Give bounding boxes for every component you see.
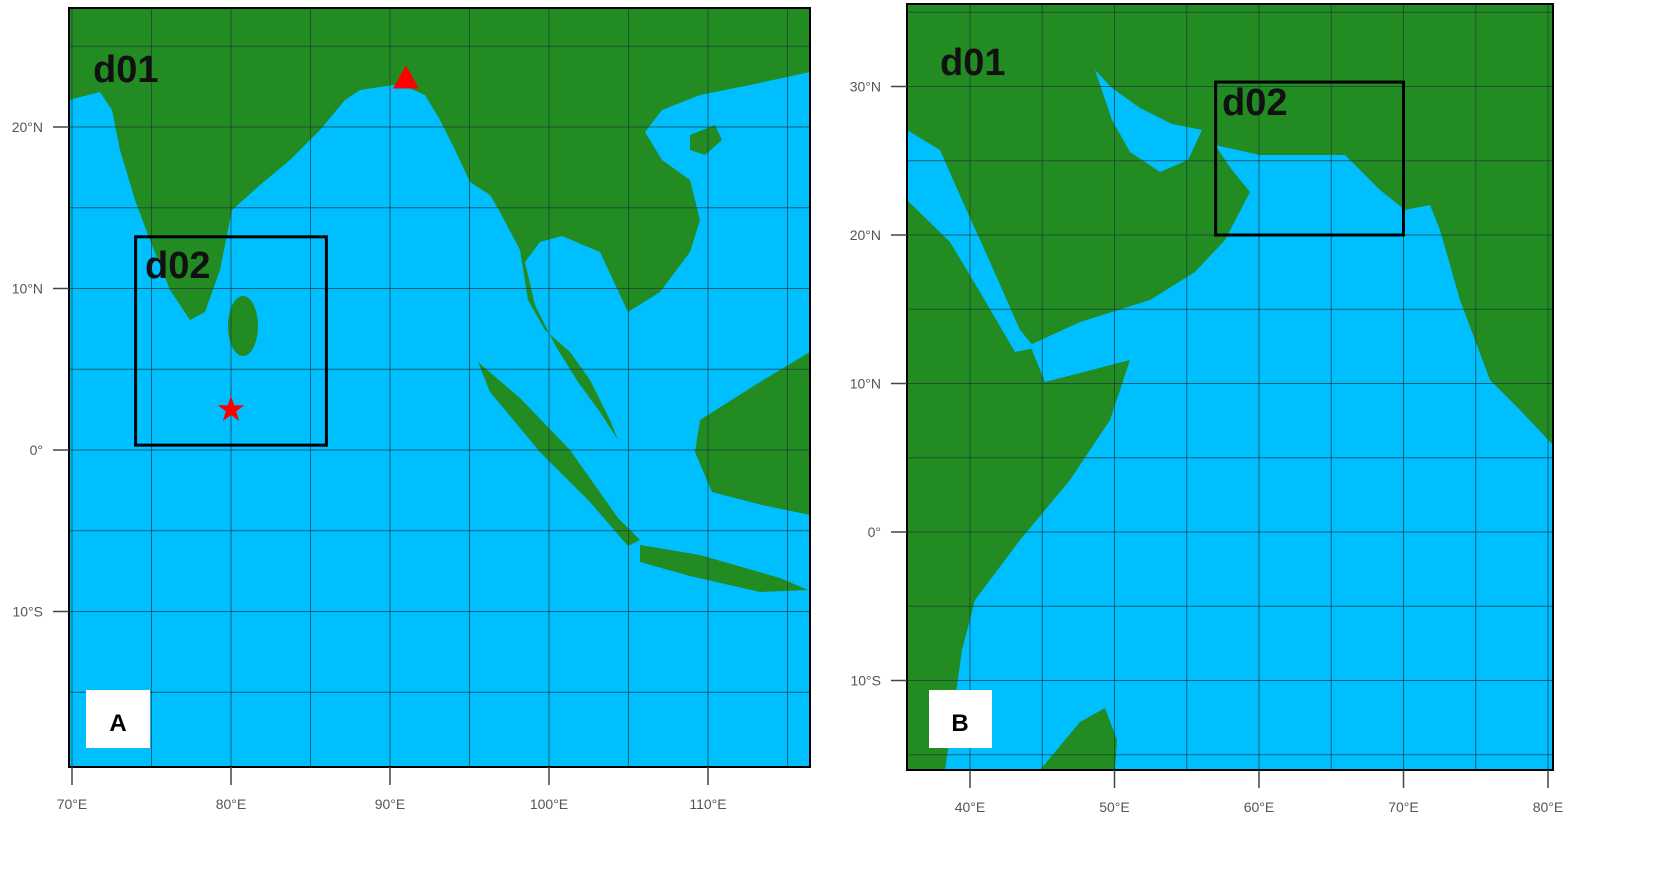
y-tick-label: 10°S: [850, 673, 881, 689]
graticule: [69, 8, 810, 767]
domain-box-d02: [134, 235, 328, 447]
y-tick-label: 20°N: [850, 227, 881, 243]
graticule: [907, 4, 1553, 770]
panel-label-b: B: [951, 710, 968, 737]
y-tick-label: 10°S: [12, 604, 43, 620]
x-tick-label: 90°E: [375, 796, 406, 812]
y-tick-label: 30°N: [850, 79, 881, 95]
map-frame: [906, 3, 1554, 771]
x-tick-label: 60°E: [1244, 799, 1275, 815]
land-sumatra: [478, 362, 640, 546]
domain-label-d02: d02: [1222, 82, 1287, 124]
x-tick-label: 40°E: [955, 799, 986, 815]
land-hainan: [690, 125, 722, 155]
domain-box-d02: [1214, 80, 1406, 237]
x-tick-label: 110°E: [689, 796, 726, 812]
land-borneo: [695, 352, 810, 515]
y-tick-label: 10°N: [12, 281, 43, 297]
star-icon: [217, 395, 245, 421]
panel-label-box: [86, 690, 150, 748]
x-tick-label: 70°E: [57, 796, 88, 812]
map-frame: [68, 7, 811, 768]
panel-label-box: [929, 690, 992, 748]
panel-label-a: A: [109, 710, 126, 737]
land-asia-mainland: [69, 8, 810, 440]
map-panel-a: 70°E 80°E 90°E 100°E 110°E 20°N 10°N 0° 10°S d01…: [12, 7, 811, 812]
land-java: [640, 545, 808, 592]
domain-label-d01: d01: [93, 49, 158, 91]
map-panel-b: 40°E 50°E 60°E 70°E 80°E 30°N 20°N 10°N 0° 10°S d…: [850, 3, 1564, 815]
ocean-persian-gulf: [1095, 70, 1202, 172]
x-tick-label: 100°E: [530, 796, 568, 812]
x-tick-label: 50°E: [1099, 799, 1130, 815]
x-tick-label: 80°E: [1533, 799, 1564, 815]
land-sri-lanka: [228, 296, 258, 356]
y-tick-label: 20°N: [12, 119, 43, 135]
y-tick-label: 0°: [30, 442, 43, 458]
triangle-icon: [392, 65, 419, 89]
x-tick-label: 70°E: [1388, 799, 1419, 815]
y-tick-label: 0°: [868, 524, 881, 540]
x-tick-label: 80°E: [216, 796, 247, 812]
domain-label-d02: d02: [145, 245, 210, 287]
y-tick-label: 10°N: [850, 376, 881, 392]
domain-label-d01: d01: [940, 42, 1005, 84]
ocean-red-sea: [907, 130, 1035, 352]
